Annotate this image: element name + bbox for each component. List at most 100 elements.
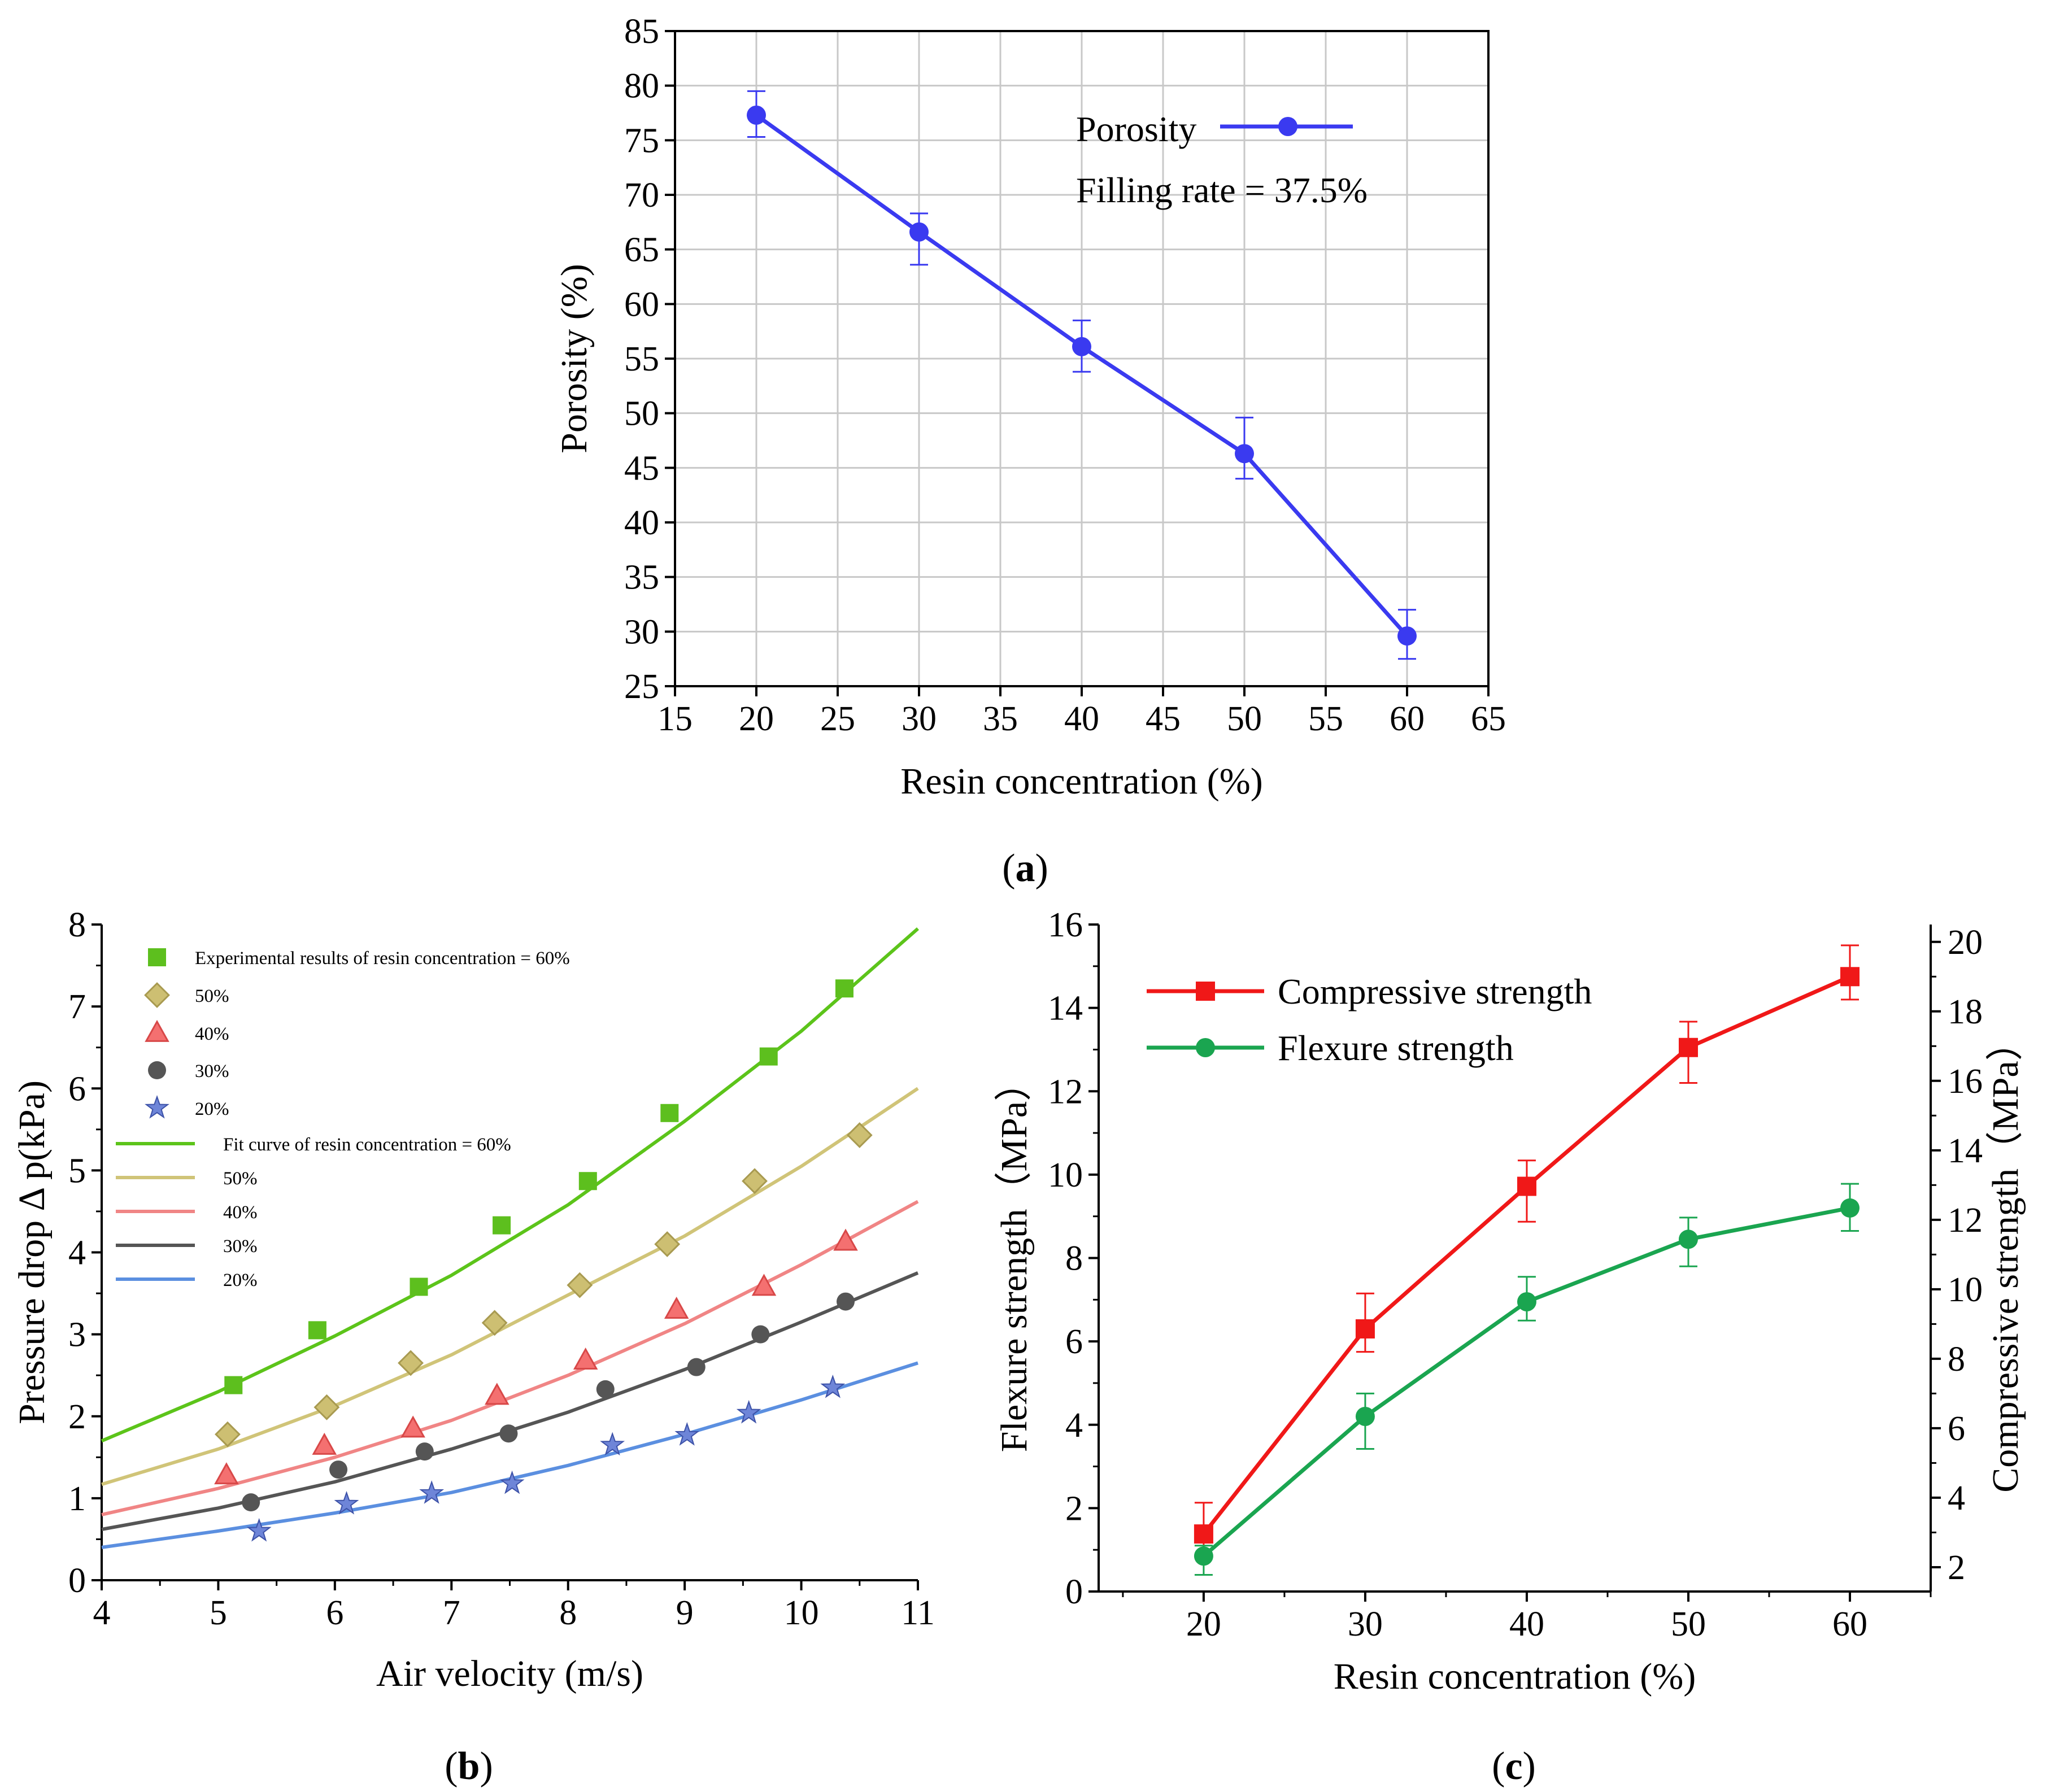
data-point-square: [578, 1172, 597, 1191]
x-tick-label: 11: [901, 1594, 935, 1632]
x-tick-label: 20: [1186, 1605, 1221, 1643]
data-point-circle: [329, 1460, 348, 1479]
panel-label-a: (a): [1002, 847, 1048, 890]
data-point-triangle: [312, 1432, 337, 1455]
y-tick-label: 50: [624, 395, 659, 433]
data-point-square: [410, 1277, 428, 1296]
data-point-square: [1355, 1319, 1375, 1338]
data-point-diamond: [567, 1272, 593, 1298]
legend-marker-circle: [1196, 1038, 1215, 1057]
y2-tick-label: 6: [1948, 1410, 1965, 1448]
legend-label: 50%: [195, 986, 229, 1006]
data-point-circle: [1355, 1406, 1375, 1426]
data-point-star: [334, 1490, 359, 1515]
y-tick-label: 2: [68, 1398, 86, 1436]
y2-tick-label: 8: [1948, 1340, 1965, 1379]
y-tick-label: 0: [68, 1562, 86, 1600]
data-point-circle: [499, 1424, 518, 1443]
y-tick-label: 4: [68, 1234, 86, 1272]
x-tick-label: 40: [1064, 700, 1099, 738]
data-point-star: [736, 1399, 761, 1424]
y-tick-label: 30: [624, 613, 659, 651]
y-axis-title: Porosity (%): [554, 264, 595, 453]
legend-label: 40%: [223, 1202, 258, 1223]
paren: ): [1523, 1745, 1536, 1788]
y-tick-label: 60: [624, 285, 659, 324]
y-tick-label: 8: [1065, 1240, 1083, 1278]
data-point-square: [660, 1104, 679, 1122]
paren: ): [480, 1745, 493, 1788]
data-point-circle: [415, 1442, 434, 1461]
x-tick-label: 9: [676, 1594, 694, 1632]
x-tick-label: 4: [93, 1594, 111, 1632]
y2-tick-label: 2: [1948, 1549, 1965, 1587]
data-point-circle: [751, 1325, 770, 1344]
y-axis-title: Pressure drop Δ p(kPa): [11, 1080, 53, 1424]
data-point-diamond: [742, 1168, 768, 1194]
legend-marker-square: [1196, 982, 1215, 1001]
data-point-star: [499, 1470, 525, 1494]
data-point-square: [1840, 967, 1860, 987]
data-point-square: [1517, 1176, 1536, 1196]
data-point-circle: [1840, 1198, 1860, 1218]
y-tick-label: 70: [624, 176, 659, 215]
data-point-diamond: [398, 1350, 424, 1376]
y-tick-label: 10: [1048, 1156, 1083, 1194]
y-tick-label: 85: [624, 12, 659, 51]
data-point-square: [308, 1321, 326, 1340]
y2-tick-label: 14: [1948, 1132, 1983, 1170]
y-tick-label: 25: [624, 668, 659, 706]
y-tick-label: 6: [1065, 1323, 1083, 1361]
data-point-triangle: [573, 1347, 598, 1370]
x-axis-title: Resin concentration (%): [900, 761, 1262, 802]
x-tick-label: 45: [1146, 700, 1181, 738]
annotation: Filling rate = 37.5%: [1076, 170, 1368, 210]
data-point-circle: [1194, 1546, 1213, 1566]
paren: (: [445, 1745, 458, 1788]
data-point-triangle: [400, 1415, 425, 1438]
data-point-circle: [596, 1380, 615, 1398]
data-point-star: [600, 1432, 625, 1456]
y-tick-label: 75: [624, 121, 659, 160]
panel-a-porosity-chart: 15 20 25 30 35 40 45 50 55 60 65 25 30 35 40 45 50 55 60 65…: [554, 12, 1506, 890]
x-tick-label: 6: [326, 1594, 343, 1632]
data-point: [1235, 444, 1254, 464]
data-point: [909, 222, 929, 242]
legend-marker-diamond: [144, 982, 170, 1008]
panel-letter: c: [1505, 1745, 1522, 1788]
y-tick-label: 3: [68, 1316, 86, 1354]
legend-label: Flexure strength: [1278, 1028, 1514, 1068]
data-point-diamond: [215, 1421, 241, 1447]
data-point-square: [759, 1047, 778, 1066]
legend-label: 20%: [195, 1099, 229, 1119]
data-point-circle: [1678, 1229, 1698, 1249]
paren: (: [1492, 1745, 1505, 1788]
legend-marker: [1278, 117, 1297, 136]
y2-tick-label: 18: [1948, 993, 1983, 1031]
x-tick-label: 35: [983, 700, 1018, 738]
data-point-diamond: [846, 1122, 873, 1148]
x-tick-label: 50: [1227, 700, 1262, 738]
y-tick-label: 2: [1065, 1489, 1083, 1528]
x-tick-label: 5: [210, 1594, 227, 1632]
panel-c-strength-chart: 20 30 40 50 60 0 2 4 6 8 10 12 14 16 2 4 6 8 10 12 14 16 18 20 C…: [994, 906, 2026, 1788]
data-point-diamond: [654, 1231, 681, 1257]
y-tick-label: 14: [1048, 989, 1083, 1028]
fit-curve-1: [101, 1087, 919, 1486]
y-tick-label: 8: [68, 906, 86, 944]
data-point-square: [835, 979, 854, 998]
panel-label-b: (b): [445, 1745, 493, 1788]
y-tick-label: 16: [1048, 906, 1083, 944]
x-tick-label: 25: [820, 700, 855, 738]
panel-b-pressure-drop-chart: 4 5 6 7 8 9 10 11 0 1 2 3 4 5 6 7 8 Experimental results …: [11, 906, 935, 1788]
paren: ): [1035, 847, 1048, 890]
data-point: [747, 105, 766, 125]
legend-label: Porosity: [1076, 109, 1196, 149]
y-tick-label: 80: [624, 67, 659, 106]
legend-marker-circle: [148, 1061, 166, 1079]
x-tick-label: 20: [739, 700, 774, 738]
data-point-square: [1194, 1524, 1213, 1544]
y2-tick-label: 16: [1948, 1062, 1983, 1101]
y2-tick-label: 4: [1948, 1479, 1965, 1518]
